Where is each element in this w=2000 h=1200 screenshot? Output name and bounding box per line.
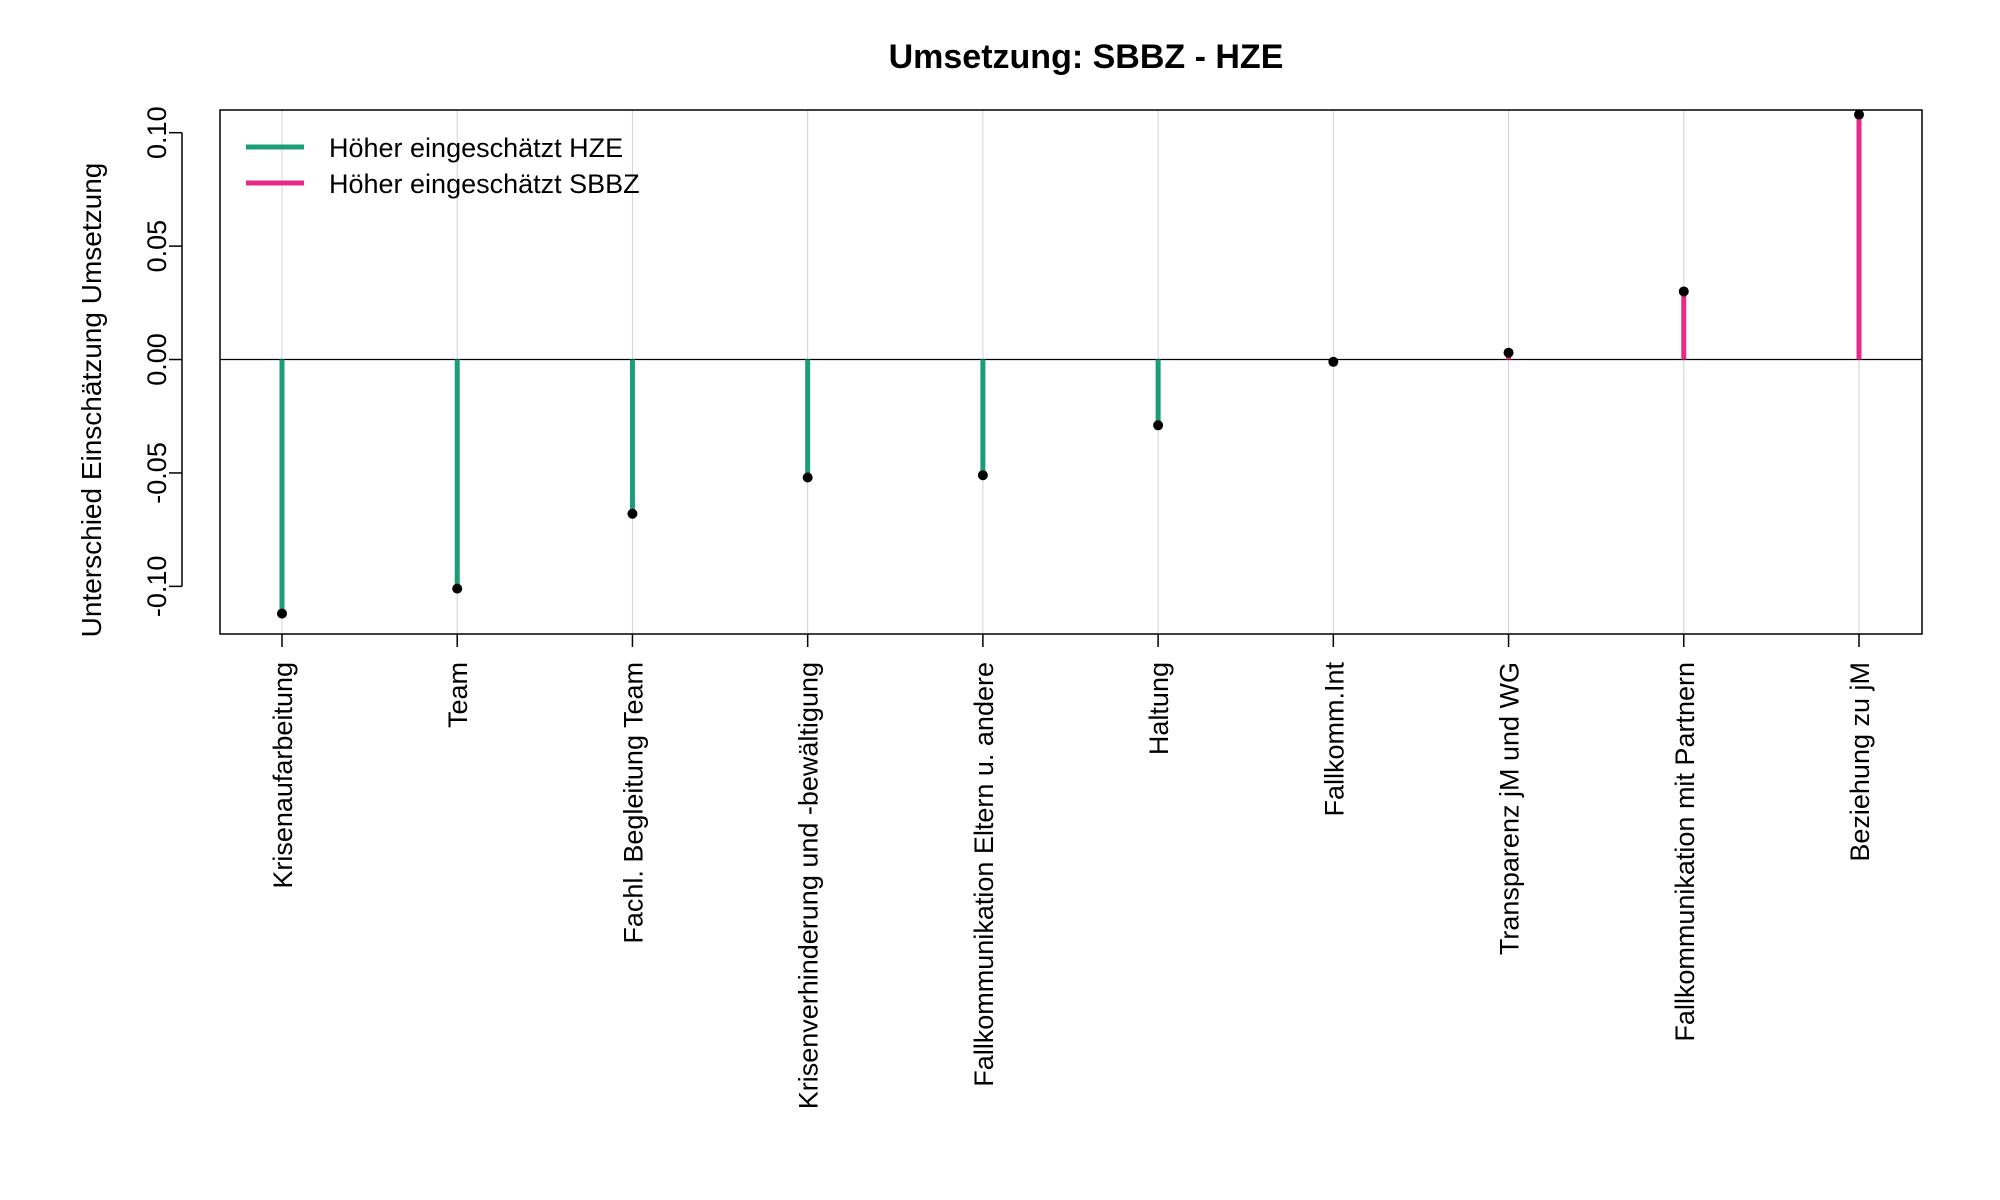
- data-point: [627, 508, 638, 519]
- points: [277, 109, 1864, 619]
- plot-frame: [219, 109, 1923, 635]
- x-axis: Krisenaufarbeitung Team Fachl. Begleitung …: [268, 634, 1875, 1109]
- y-tick-label: 0.10: [142, 106, 172, 159]
- x-tick-label: Fallkommunikation Eltern u. andere: [969, 662, 999, 1087]
- x-tick-label: Beziehung zu jM: [1845, 662, 1875, 862]
- y-tick-label: 0.00: [142, 333, 172, 386]
- y-axis-label: Unterschied Einschätzung Umsetzung: [76, 163, 107, 638]
- legend-label-hze: Höher eingeschätzt HZE: [329, 133, 623, 163]
- x-tick-label: Team: [443, 662, 473, 728]
- chart-title: Umsetzung: SBBZ - HZE: [889, 38, 1284, 76]
- x-tick-label: Fallkomm.Int: [1319, 662, 1349, 817]
- x-tick-label: Transparenz jM und WG: [1495, 662, 1525, 955]
- data-point: [977, 470, 988, 481]
- x-tick-label: Krisenverhinderung und -bewältigung: [794, 662, 824, 1109]
- y-tick-label: 0.05: [142, 220, 172, 273]
- data-point: [1854, 109, 1864, 120]
- data-point: [452, 583, 463, 594]
- data-point: [1328, 356, 1339, 367]
- y-tick-label: -0.10: [142, 556, 172, 618]
- data-point: [1153, 420, 1164, 431]
- stems: [279, 114, 1862, 614]
- data-point: [1503, 347, 1514, 358]
- data-point: [1678, 286, 1689, 297]
- x-tick-label: Krisenaufarbeitung: [268, 662, 298, 889]
- legend: Höher eingeschätzt HZE Höher eingeschätz…: [246, 133, 640, 199]
- x-tick-label: Fachl. Begleitung Team: [618, 662, 648, 944]
- legend-label-sbbz: Höher eingeschätzt SBBZ: [329, 169, 640, 199]
- x-tick-label: Haltung: [1144, 662, 1174, 755]
- data-point: [277, 608, 287, 619]
- data-point: [802, 472, 813, 483]
- y-axis: -0.10 -0.05 0.00 0.05 0.10: [142, 106, 183, 618]
- x-tick-label: Fallkommunikation mit Partnern: [1670, 662, 1700, 1042]
- y-tick-label: -0.05: [142, 442, 172, 504]
